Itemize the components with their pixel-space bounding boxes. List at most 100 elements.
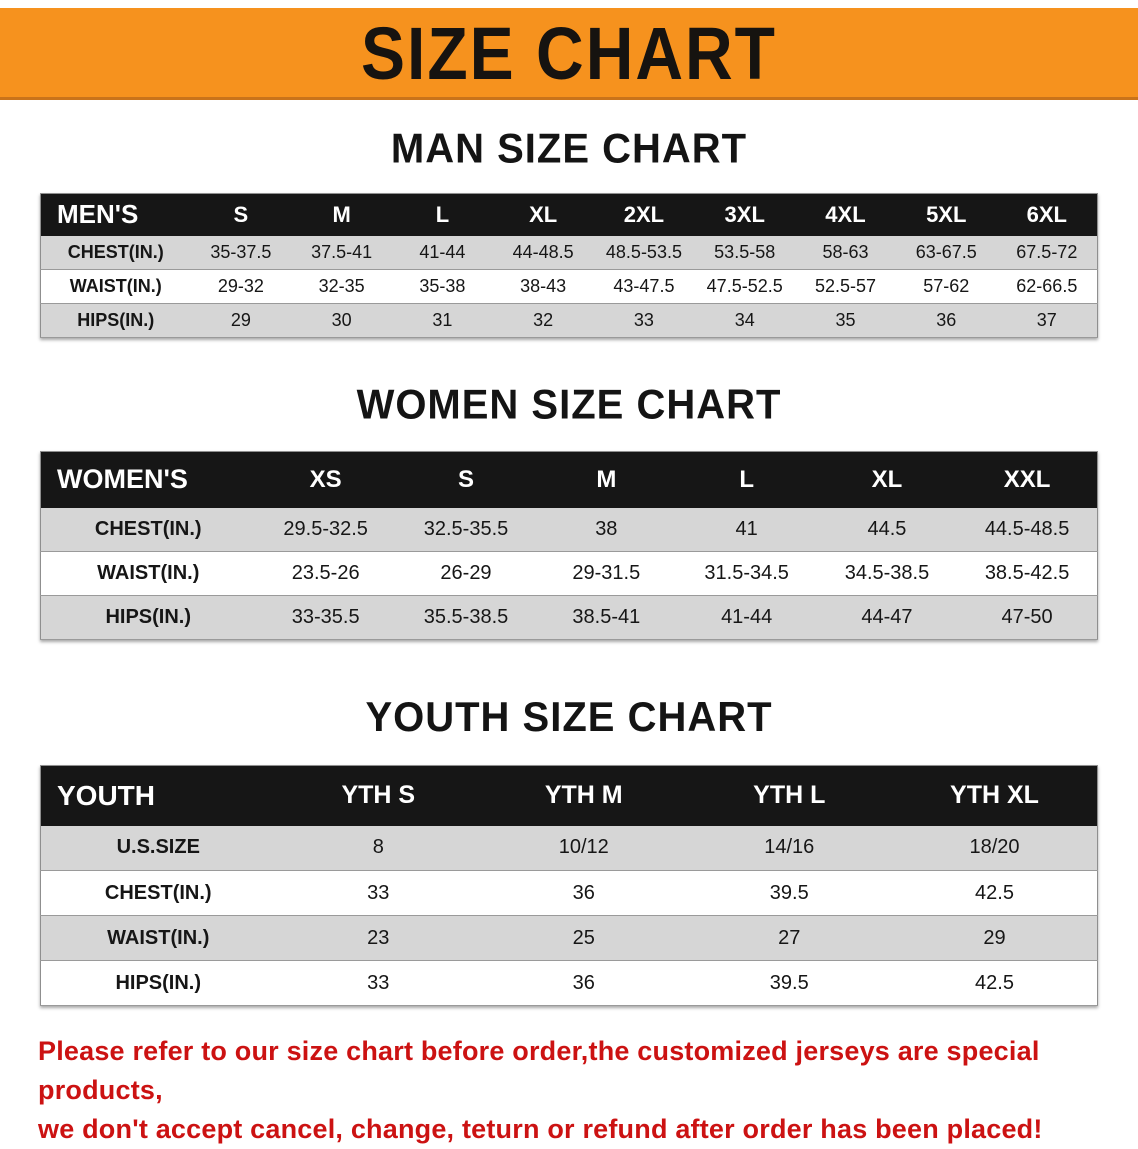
value-cell: 63-67.5 [915,241,977,262]
size-header-cell: M [291,193,393,236]
value-cell: 37.5-41 [311,241,373,262]
size-chart-page: SIZE CHART MAN SIZE CHART MEN'S S M L XL 2XL 3… [0,8,1138,1149]
value-cell: 47-50 [1001,606,1053,628]
men-size-table: MEN'S S M L XL 2XL 3XL 4XL 5XL 6XL CHEST(IN.) 35-37… [40,193,1098,338]
value-cell: 42.5 [975,971,1014,994]
size-header-cell: L [676,451,817,508]
value-cell: 27 [778,926,801,949]
size-header-cell: XS [255,451,396,508]
size-header-cell: YTH XL [892,765,1098,826]
table-row: HIPS(IN.) 33 36 39.5 42.5 [40,960,1098,1006]
value-cell: 25 [572,926,595,949]
banner: SIZE CHART [0,8,1138,100]
value-cell: 41 [735,517,758,540]
value-cell: 42.5 [975,881,1014,904]
table-row: U.S.SIZE 8 10/12 14/16 18/20 [40,825,1098,871]
value-cell: 36 [572,881,595,904]
size-header-cell: XL [492,193,594,236]
value-cell: 18/20 [969,836,1020,859]
value-cell: 36 [936,310,957,330]
value-cell: 38-43 [520,276,567,296]
value-cell: 41-44 [721,606,773,628]
table-header-row: MEN'S S M L XL 2XL 3XL 4XL 5XL 6XL [40,193,1098,236]
value-cell: 62-66.5 [1016,276,1078,296]
measurement-label-cell: U.S.SIZE [116,836,200,859]
size-header-cell: L [392,193,493,236]
value-cell: 30 [331,310,352,330]
size-header-cell: 2XL [593,193,695,236]
value-cell: 32-35 [318,276,365,296]
value-cell: 37 [1036,310,1057,330]
women-section-heading: WOMEN SIZE CHART [356,381,782,429]
value-cell: 38 [595,517,618,540]
value-cell: 31.5-34.5 [704,562,789,584]
table-row: CHEST(IN.) 33 36 39.5 42.5 [40,870,1098,916]
value-cell: 43-47.5 [613,276,675,296]
size-header-cell: 5XL [895,193,997,236]
size-header-cell: M [536,451,677,508]
value-cell: 48.5-53.5 [605,241,682,262]
order-policy-note: Please refer to our size chart before or… [38,1032,1100,1149]
table-header-row: WOMEN'S XS S M L XL XXL [40,451,1098,508]
measurement-label-cell: HIPS(IN.) [115,971,202,994]
value-cell: 31 [432,310,453,330]
order-policy-line-2: we don't accept cancel, change, teturn o… [38,1114,1043,1145]
value-cell: 44-48.5 [512,241,574,262]
table-header-row: YOUTH YTH S YTH M YTH L YTH XL [40,765,1098,826]
value-cell: 57-62 [923,276,970,296]
measurement-label-cell: HIPS(IN.) [77,310,155,330]
value-cell: 47.5-52.5 [706,276,783,296]
section-men: MAN SIZE CHART MEN'S S M L XL 2XL 3XL 4XL 5XL 6XL… [0,100,1138,338]
value-cell: 34 [734,310,755,330]
value-cell: 29.5-32.5 [283,517,368,540]
size-header-cell: YTH L [686,765,892,826]
value-cell: 35.5-38.5 [423,606,509,628]
size-header-cell: S [190,193,292,236]
value-cell: 44-47 [861,606,913,628]
value-cell: 36 [572,971,595,994]
value-cell: 32.5-35.5 [423,517,509,540]
measurement-label-cell: WAIST(IN.) [107,926,210,949]
value-cell: 44.5-48.5 [984,517,1070,540]
section-women: WOMEN SIZE CHART WOMEN'S XS S M L XL XXL CHEST(… [0,338,1138,640]
value-cell: 53.5-58 [714,241,776,262]
table-title-cell: MEN'S [40,193,191,236]
value-cell: 33-35.5 [291,606,360,628]
value-cell: 33 [367,971,390,994]
value-cell: 67.5-72 [1016,241,1078,262]
size-header-cell: YTH S [275,765,481,826]
value-cell: 44.5 [867,517,907,540]
table-row: WAIST(IN.) 23 25 27 29 [40,915,1098,961]
value-cell: 14/16 [764,836,815,859]
value-cell: 38.5-41 [572,606,641,628]
measurement-label-cell: CHEST(IN.) [67,241,164,262]
measurement-label-cell: WAIST(IN.) [69,276,162,296]
order-policy-line-1: Please refer to our size chart before or… [38,1036,1040,1106]
size-header-cell: YTH M [481,765,687,826]
table-row: CHEST(IN.) 29.5-32.5 32.5-35.5 38 41 44.5 44.5… [40,507,1098,552]
measurement-label-cell: WAIST(IN.) [97,562,200,584]
measurement-label-cell: CHEST(IN.) [94,517,202,540]
value-cell: 35-38 [419,276,466,296]
women-size-table: WOMEN'S XS S M L XL XXL CHEST(IN.) 29.5-32.5 32.5… [40,451,1098,640]
table-title-cell: YOUTH [40,765,276,826]
value-cell: 23 [367,926,390,949]
value-cell: 35 [835,310,856,330]
value-cell: 58-63 [822,241,869,262]
value-cell: 33 [633,310,654,330]
value-cell: 8 [372,836,384,859]
table-row: HIPS(IN.) 33-35.5 35.5-38.5 38.5-41 41-44 44-… [40,595,1098,640]
value-cell: 34.5-38.5 [844,562,930,584]
section-youth: YOUTH SIZE CHART YOUTH YTH S YTH M YTH L YTH… [0,640,1138,1006]
value-cell: 26-29 [440,562,492,584]
value-cell: 29-32 [217,276,264,296]
page-title: SIZE CHART [361,11,777,94]
value-cell: 41-44 [419,241,466,262]
measurement-label-cell: CHEST(IN.) [104,881,212,904]
size-header-cell: 3XL [694,193,796,236]
value-cell: 39.5 [769,971,809,994]
size-header-cell: 4XL [795,193,896,236]
value-cell: 52.5-57 [814,276,876,296]
size-header-cell: S [395,451,537,508]
value-cell: 39.5 [769,881,809,904]
